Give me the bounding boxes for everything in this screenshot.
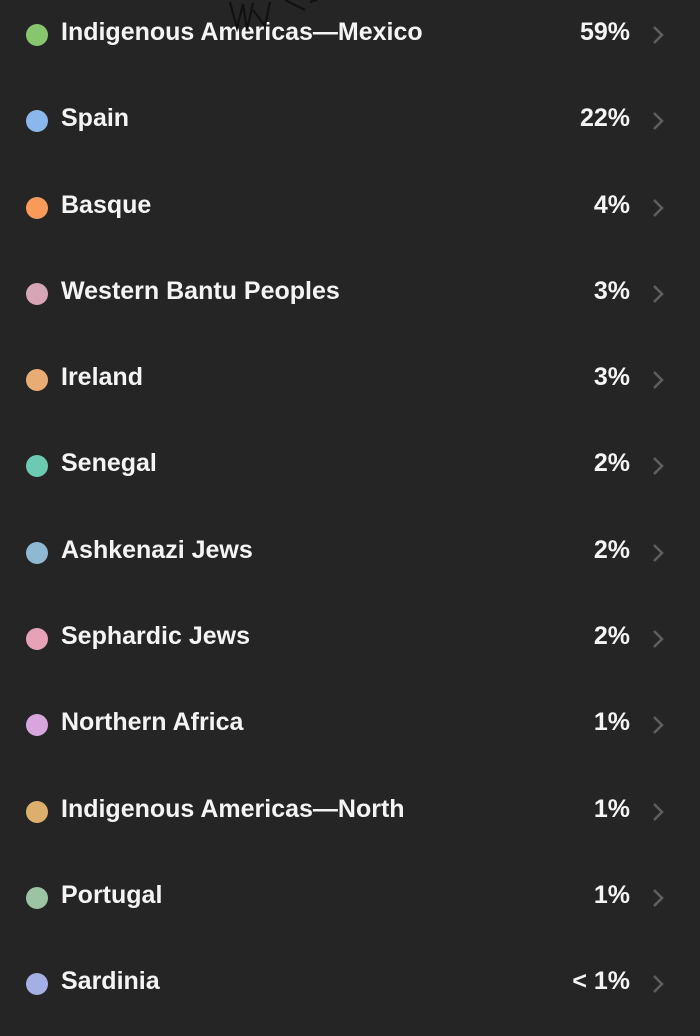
chevron-right-icon[interactable]	[648, 542, 668, 564]
region-label: Ireland	[61, 363, 143, 392]
chevron-right-icon[interactable]	[648, 973, 668, 995]
color-dot	[26, 541, 48, 564]
chevron-right-icon[interactable]	[648, 197, 668, 219]
ancestry-row[interactable]: Northern Africa 1%	[0, 690, 700, 776]
color-dot	[26, 714, 48, 737]
color-dot	[26, 455, 48, 478]
chevron-right-icon[interactable]	[648, 369, 668, 391]
percent-value: 1%	[593, 708, 630, 737]
region-label: Spain	[61, 104, 130, 133]
ancestry-row[interactable]: Sephardic Jews 2%	[0, 604, 700, 690]
chevron-right-icon[interactable]	[648, 283, 668, 305]
region-label: Sardinia	[61, 967, 160, 996]
chevron-right-icon[interactable]	[648, 714, 668, 736]
region-label: Northern Africa	[61, 708, 244, 737]
percent-value: 4%	[593, 190, 630, 219]
chevron-right-icon[interactable]	[648, 628, 668, 650]
chevron-right-icon[interactable]	[648, 110, 668, 132]
percent-value: < 1%	[572, 967, 630, 996]
region-label: Indigenous Americas—North	[61, 794, 405, 823]
percent-value: 2%	[593, 535, 630, 564]
percent-value: 3%	[593, 363, 630, 392]
color-dot	[26, 24, 48, 46]
percent-value: 1%	[593, 880, 630, 909]
scribble-mark	[228, 0, 318, 33]
color-dot	[26, 973, 48, 996]
ancestry-row[interactable]: Ashkenazi Jews 2%	[0, 518, 700, 604]
percent-value: 1%	[593, 794, 630, 823]
color-dot	[26, 110, 48, 133]
percent-value: 3%	[593, 276, 630, 305]
region-label: Sephardic Jews	[61, 622, 250, 651]
ancestry-row[interactable]: Portugal 1%	[0, 863, 700, 949]
color-dot	[26, 628, 48, 651]
percent-value: 2%	[593, 622, 630, 651]
ancestry-row[interactable]: Spain 22%	[0, 86, 700, 172]
color-dot	[26, 369, 48, 392]
chevron-right-icon[interactable]	[648, 455, 668, 477]
chevron-right-icon[interactable]	[648, 24, 668, 46]
region-label: Basque	[61, 190, 152, 219]
ancestry-row[interactable]: Sardinia < 1%	[0, 949, 700, 1035]
percent-value: 2%	[593, 449, 630, 478]
region-label: Senegal	[61, 449, 157, 478]
color-dot	[26, 196, 48, 219]
ancestry-row[interactable]: Indigenous Americas—Mexico 59%	[0, 0, 700, 86]
ancestry-row[interactable]: Ireland 3%	[0, 345, 700, 431]
percent-value: 59%	[579, 18, 630, 46]
region-label: Indigenous Americas—Mexico	[61, 18, 423, 46]
chevron-right-icon[interactable]	[648, 887, 668, 909]
region-label: Portugal	[61, 880, 163, 909]
ancestry-row[interactable]: Indigenous Americas—North 1%	[0, 777, 700, 863]
ancestry-row[interactable]: Senegal 2%	[0, 431, 700, 517]
ancestry-row[interactable]: Basque 4%	[0, 173, 700, 259]
color-dot	[26, 800, 48, 823]
chevron-right-icon[interactable]	[648, 801, 668, 823]
region-label: Western Bantu Peoples	[61, 276, 340, 305]
color-dot	[26, 886, 48, 909]
percent-value: 22%	[579, 104, 630, 133]
ancestry-row[interactable]: Western Bantu Peoples 3%	[0, 259, 700, 345]
color-dot	[26, 282, 48, 305]
region-label: Ashkenazi Jews	[61, 535, 253, 564]
